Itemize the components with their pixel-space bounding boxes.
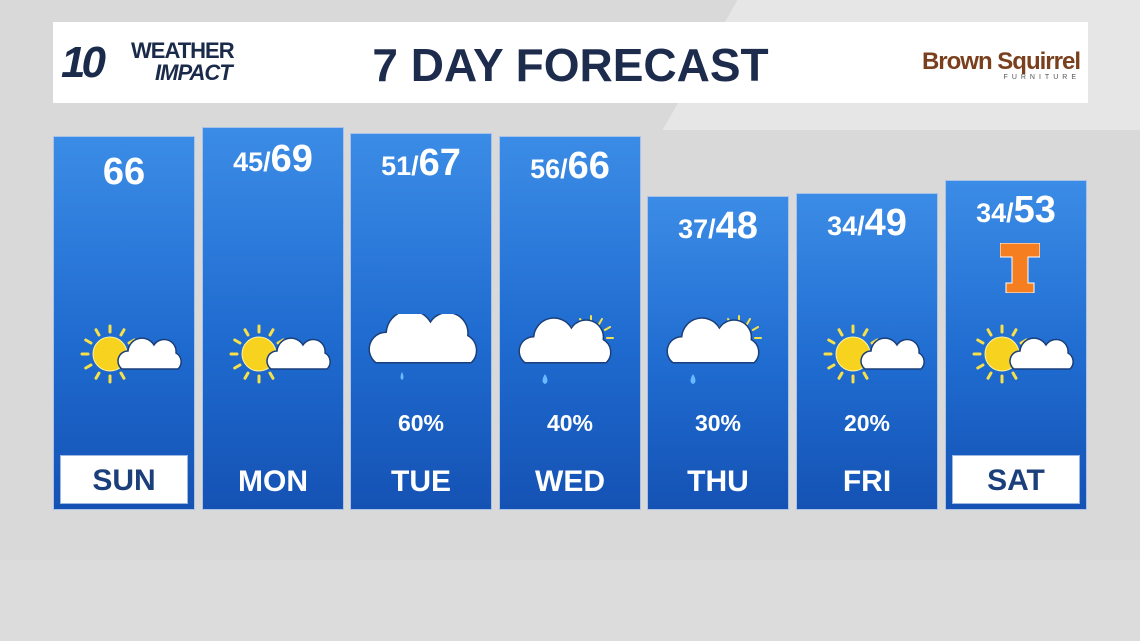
day-label: FRI xyxy=(842,465,892,498)
day-column: 34/53 SAT xyxy=(945,180,1087,510)
temperature: 56/66 xyxy=(500,145,640,188)
weather-icon xyxy=(362,309,482,409)
weather-icon xyxy=(957,314,1077,409)
logo-bottom: IMPACT xyxy=(155,60,233,85)
rain-chance: 60% xyxy=(397,410,445,436)
high-temp: 53 xyxy=(1013,189,1056,231)
sponsor-sub: FURNITURE xyxy=(1003,74,1080,81)
day-label: THU xyxy=(687,465,749,498)
low-temp: 37 xyxy=(678,214,709,244)
logo-top: WEATHER xyxy=(131,38,235,63)
background-shape xyxy=(0,560,1140,641)
sponsor: Brown Squirrel FURNITURE xyxy=(921,48,1081,82)
weather-icon xyxy=(511,314,631,409)
high-temp: 67 xyxy=(418,142,461,184)
day-column: 34/49 20% FRI xyxy=(796,193,938,510)
high-temp: 69 xyxy=(270,138,313,180)
day-column: 51/67 60% TUE xyxy=(350,133,492,510)
high-temp: 49 xyxy=(864,202,907,244)
day-column: 45/69 MON xyxy=(202,127,344,510)
high-temp: 48 xyxy=(715,205,758,247)
temperature: 34/53 xyxy=(946,189,1086,232)
temperature: 37/48 xyxy=(648,205,788,248)
rain-chance: 30% xyxy=(694,410,742,436)
sponsor-name: Brown Squirrel xyxy=(921,48,1081,75)
title: 7 DAY FORECAST xyxy=(372,39,769,91)
separator: / xyxy=(1006,198,1014,228)
separator: / xyxy=(857,211,865,241)
day-label: SUN xyxy=(60,455,188,504)
day-column: 66 SUN xyxy=(53,136,195,510)
temperature: 66 xyxy=(54,151,194,194)
low-temp: 45 xyxy=(233,147,264,177)
separator: / xyxy=(263,147,271,177)
weather-icon xyxy=(808,314,928,409)
rain-chance: 20% xyxy=(843,410,891,436)
high-temp: 66 xyxy=(102,151,146,193)
separator: / xyxy=(708,214,716,244)
header: 10 WEATHER IMPACT 7 DAY FORECAST Brown S… xyxy=(53,22,1088,103)
high-temp: 66 xyxy=(567,145,610,187)
logo-number: 10 xyxy=(61,38,106,87)
day-column: 56/66 40% WED xyxy=(499,136,641,510)
team-logo xyxy=(999,242,1041,298)
temperature: 51/67 xyxy=(351,142,491,185)
low-temp: 34 xyxy=(827,211,858,241)
temperature: 45/69 xyxy=(203,138,343,181)
low-temp: 34 xyxy=(976,198,1007,228)
day-label: TUE xyxy=(391,465,451,498)
rain-chance: 40% xyxy=(546,410,594,436)
weather-icon xyxy=(659,314,779,409)
separator: / xyxy=(411,151,419,181)
low-temp: 56 xyxy=(530,154,561,184)
day-label: WED xyxy=(535,465,605,498)
day-label: SAT xyxy=(952,455,1080,504)
day-column: 37/48 30% THU xyxy=(647,196,789,510)
day-label: MON xyxy=(238,465,308,498)
low-temp: 51 xyxy=(381,151,412,181)
station-logo: 10 WEATHER IMPACT xyxy=(61,32,271,94)
separator: / xyxy=(560,154,568,184)
weather-icon xyxy=(214,314,334,409)
weather-icon xyxy=(65,314,185,409)
temperature: 34/49 xyxy=(797,202,937,245)
